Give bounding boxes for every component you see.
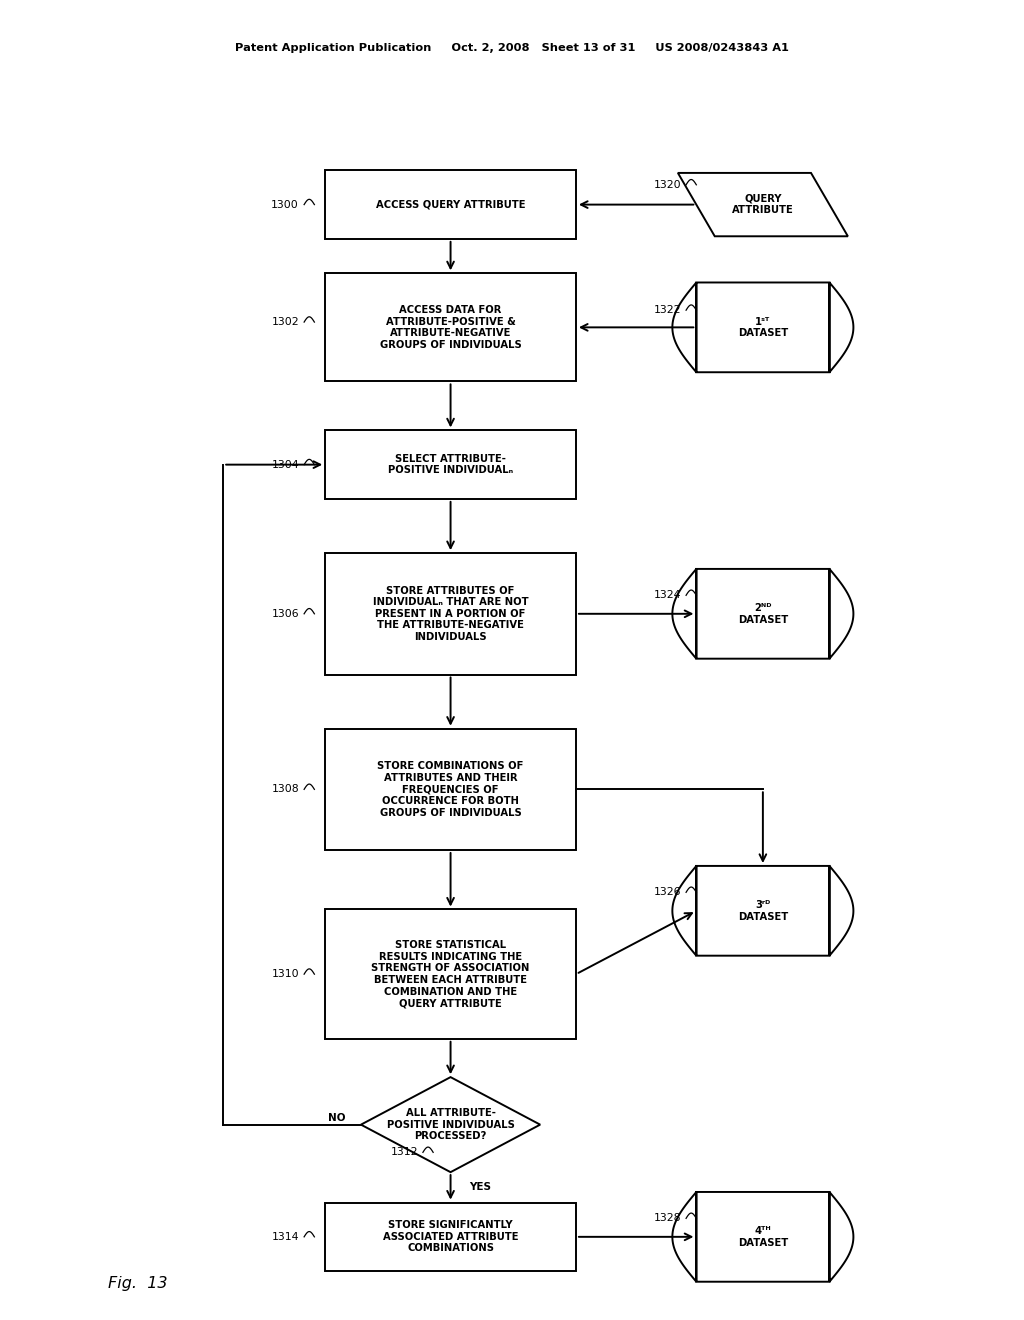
Text: YES: YES (469, 1183, 490, 1192)
Text: 1310: 1310 (271, 969, 299, 979)
Text: STORE STATISTICAL
RESULTS INDICATING THE
STRENGTH OF ASSOCIATION
BETWEEN EACH AT: STORE STATISTICAL RESULTS INDICATING THE… (372, 940, 529, 1008)
Text: STORE SIGNIFICANTLY
ASSOCIATED ATTRIBUTE
COMBINATIONS: STORE SIGNIFICANTLY ASSOCIATED ATTRIBUTE… (383, 1220, 518, 1254)
Text: 1322: 1322 (653, 305, 681, 315)
Text: Patent Application Publication     Oct. 2, 2008   Sheet 13 of 31     US 2008/024: Patent Application Publication Oct. 2, 2… (236, 42, 788, 53)
Text: 1314: 1314 (271, 1232, 299, 1242)
Text: 1320: 1320 (653, 180, 681, 190)
Text: 1312: 1312 (390, 1147, 418, 1158)
Bar (326, 273, 575, 381)
Text: STORE COMBINATIONS OF
ATTRIBUTES AND THEIR
FREQUENCIES OF
OCCURRENCE FOR BOTH
GR: STORE COMBINATIONS OF ATTRIBUTES AND THE… (378, 762, 523, 817)
Text: 2ᴺᴰ
DATASET: 2ᴺᴰ DATASET (737, 603, 788, 624)
Text: 1300: 1300 (271, 199, 299, 210)
Text: 1326: 1326 (653, 887, 681, 898)
Bar (326, 909, 575, 1039)
Text: 1328: 1328 (653, 1213, 681, 1224)
Polygon shape (673, 1192, 853, 1282)
Polygon shape (673, 569, 853, 659)
Bar (326, 170, 575, 239)
Polygon shape (673, 282, 853, 372)
Text: ACCESS QUERY ATTRIBUTE: ACCESS QUERY ATTRIBUTE (376, 199, 525, 210)
Text: Fig.  13: Fig. 13 (108, 1275, 167, 1291)
Text: QUERY
ATTRIBUTE: QUERY ATTRIBUTE (732, 194, 794, 215)
Text: 1304: 1304 (271, 459, 299, 470)
Text: SELECT ATTRIBUTE-
POSITIVE INDIVIDUALₙ: SELECT ATTRIBUTE- POSITIVE INDIVIDUALₙ (388, 454, 513, 475)
Bar (326, 553, 575, 675)
Polygon shape (361, 1077, 541, 1172)
Bar (326, 430, 575, 499)
Text: 1308: 1308 (271, 784, 299, 795)
Bar (326, 1203, 575, 1271)
Text: ACCESS DATA FOR
ATTRIBUTE-POSITIVE &
ATTRIBUTE-NEGATIVE
GROUPS OF INDIVIDUALS: ACCESS DATA FOR ATTRIBUTE-POSITIVE & ATT… (380, 305, 521, 350)
Text: 1324: 1324 (653, 590, 681, 601)
Text: 1306: 1306 (271, 609, 299, 619)
Text: 3ʳᴰ
DATASET: 3ʳᴰ DATASET (737, 900, 788, 921)
Polygon shape (678, 173, 848, 236)
Polygon shape (673, 866, 853, 956)
Text: 1302: 1302 (271, 317, 299, 327)
Text: NO: NO (328, 1113, 346, 1123)
Text: 4ᵀᴴ
DATASET: 4ᵀᴴ DATASET (737, 1226, 788, 1247)
Text: STORE ATTRIBUTES OF
INDIVIDUALₙ THAT ARE NOT
PRESENT IN A PORTION OF
THE ATTRIBU: STORE ATTRIBUTES OF INDIVIDUALₙ THAT ARE… (373, 586, 528, 642)
Text: 1ˢᵀ
DATASET: 1ˢᵀ DATASET (737, 317, 788, 338)
Bar (326, 729, 575, 850)
Text: ALL ATTRIBUTE-
POSITIVE INDIVIDUALS
PROCESSED?: ALL ATTRIBUTE- POSITIVE INDIVIDUALS PROC… (387, 1107, 514, 1142)
